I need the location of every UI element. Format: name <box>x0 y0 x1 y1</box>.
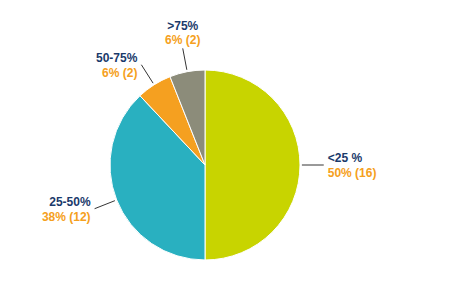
labels: <25 %50% (16)25-50%38% (12)50-75%6% (2)>… <box>42 19 377 223</box>
pie-slice <box>205 70 300 260</box>
slice-label: 50-75% <box>96 51 138 65</box>
slice-label: >75% <box>167 19 198 33</box>
leader-line <box>141 65 153 83</box>
leader-line <box>95 201 115 209</box>
pie <box>110 70 300 260</box>
slice-label: <25 % <box>328 151 363 165</box>
chart: <25 %50% (16)25-50%38% (12)50-75%6% (2)>… <box>0 0 457 297</box>
data-label: 6% (2) <box>102 66 137 80</box>
slice-label: 25-50% <box>49 195 91 209</box>
leader-line <box>302 165 324 166</box>
data-label: 6% (2) <box>165 33 200 47</box>
data-label: 38% (12) <box>42 210 91 224</box>
pie-slice <box>170 70 205 165</box>
data-label: 50% (16) <box>328 166 377 180</box>
leader-line <box>183 48 187 69</box>
